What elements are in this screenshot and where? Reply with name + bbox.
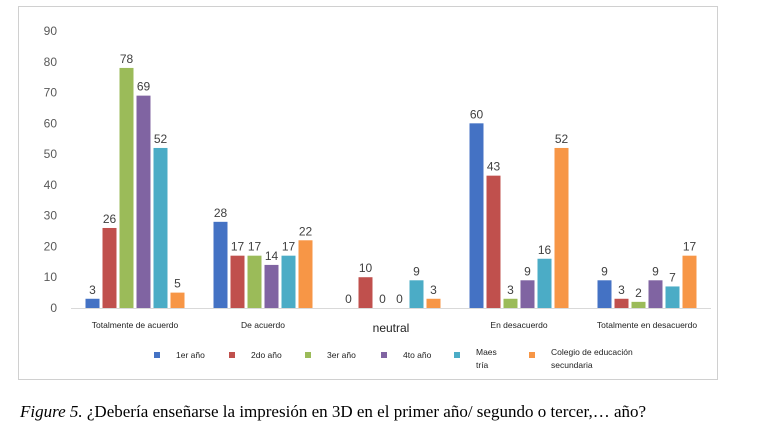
legend-swatch [381, 352, 387, 358]
y-tick-label: 60 [44, 116, 58, 130]
data-label: 2 [635, 286, 642, 300]
bar [213, 221, 228, 308]
data-label: 3 [507, 283, 514, 297]
data-label: 26 [103, 212, 117, 226]
data-label: 3 [430, 283, 437, 297]
figure-caption: Figure 5. ¿Debería enseñarse la impresió… [20, 402, 646, 422]
bar-chart: 01020304050607080903267869525Totalmente … [44, 24, 711, 370]
bar [486, 175, 501, 308]
data-label: 17 [248, 240, 262, 254]
bar [247, 255, 262, 308]
bar [503, 298, 518, 308]
bar [264, 264, 279, 308]
chart-area: 0 10 20 30 40 50 60 70 80 90 3 26 78 69 52 5 Totalmente … [18, 6, 718, 380]
data-label: 9 [524, 264, 531, 278]
legend-label: 4to año [403, 350, 432, 360]
data-label: 3 [618, 283, 625, 297]
y-tick-label: 20 [44, 239, 58, 253]
y-tick-label: 70 [44, 86, 58, 100]
y-tick-label: 10 [44, 270, 58, 284]
data-label: 78 [120, 52, 134, 66]
data-label: 0 [345, 292, 352, 306]
data-label: 9 [413, 264, 420, 278]
bar [520, 280, 535, 308]
data-label: 0 [396, 292, 403, 306]
bar [119, 67, 134, 308]
data-label: 69 [137, 80, 151, 94]
data-label: 52 [154, 132, 168, 146]
data-label: 60 [470, 107, 484, 121]
bar [426, 298, 441, 308]
figure-label: Figure 5. [20, 402, 83, 421]
category-label: Totalmente de acuerdo [92, 320, 179, 330]
data-label: 22 [299, 224, 313, 238]
y-tick-label: 30 [44, 209, 58, 223]
bar [682, 255, 697, 308]
bar [136, 95, 151, 308]
data-label: 7 [669, 270, 676, 284]
bar [298, 240, 313, 308]
data-label: 28 [214, 206, 228, 220]
data-label: 17 [231, 240, 245, 254]
category-label: Totalmente en desacuerdo [597, 320, 697, 330]
bar [665, 286, 680, 308]
caption-text: ¿Debería enseñarse la impresión en 3D en… [82, 402, 647, 421]
legend-label: Maes [476, 347, 497, 357]
bar [631, 301, 646, 308]
data-label: 14 [265, 249, 279, 263]
y-tick-label: 90 [44, 24, 58, 38]
y-tick-label: 0 [50, 301, 57, 315]
legend-swatch [229, 352, 235, 358]
data-label: 5 [174, 277, 181, 291]
bar [230, 255, 245, 308]
data-label: 17 [683, 240, 697, 254]
data-label: 0 [379, 292, 386, 306]
y-tick-label: 50 [44, 147, 58, 161]
category-label: neutral [373, 321, 410, 335]
category-label: De acuerdo [241, 320, 285, 330]
data-label: 17 [282, 240, 296, 254]
bar [170, 292, 185, 308]
legend-label: 1er año [176, 350, 205, 360]
bar [153, 147, 168, 308]
legend-swatch [454, 352, 460, 358]
legend-label: tría [476, 360, 489, 370]
data-label: 10 [359, 261, 373, 275]
legend-label: 3er año [327, 350, 356, 360]
data-label: 3 [89, 283, 96, 297]
y-tick-label: 40 [44, 178, 58, 192]
bar [102, 227, 117, 308]
legend-label: 2do año [251, 350, 282, 360]
data-label: 16 [538, 243, 552, 257]
bar [614, 298, 629, 308]
bar [597, 280, 612, 308]
bar [409, 280, 424, 308]
y-tick-label: 80 [44, 55, 58, 69]
data-label: 9 [652, 264, 659, 278]
bar [358, 277, 373, 308]
bar [281, 255, 296, 308]
bar [469, 123, 484, 308]
bar [85, 298, 100, 308]
bar [648, 280, 663, 308]
category-label: En desacuerdo [490, 320, 547, 330]
data-label: 9 [601, 264, 608, 278]
legend-swatch [529, 352, 535, 358]
data-label: 52 [555, 132, 569, 146]
data-label: 43 [487, 160, 501, 174]
legend-label: secundaria [551, 360, 593, 370]
legend-swatch [305, 352, 311, 358]
bar [554, 147, 569, 308]
legend-label: Colegio de educación [551, 347, 633, 357]
bar [537, 258, 552, 308]
legend-swatch [154, 352, 160, 358]
